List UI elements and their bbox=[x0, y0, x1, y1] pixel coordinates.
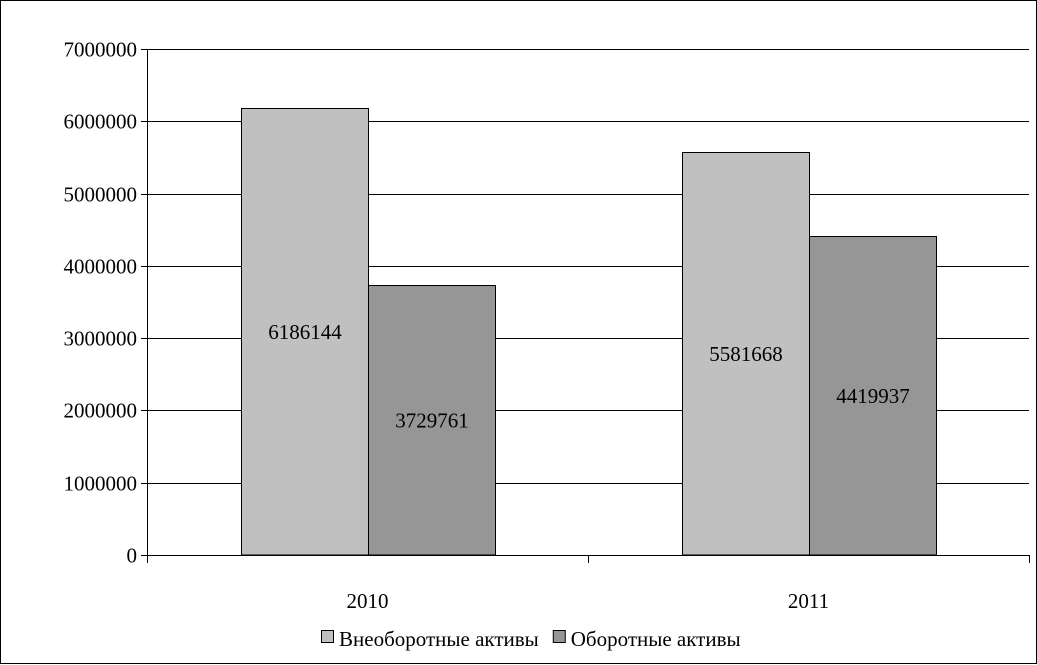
legend-swatch bbox=[552, 630, 566, 643]
y-tick-label: 3000000 bbox=[64, 327, 138, 351]
y-tick-label: 2000000 bbox=[64, 399, 138, 423]
y-tick-label: 7000000 bbox=[64, 38, 138, 62]
legend-label: Оборотные активы bbox=[571, 627, 741, 651]
x-category-label: 2010 bbox=[347, 589, 389, 613]
y-tick-label: 5000000 bbox=[64, 183, 138, 207]
data-label: 4419937 bbox=[836, 384, 910, 408]
y-tick-label: 4000000 bbox=[64, 255, 138, 279]
y-tick-label: 1000000 bbox=[64, 472, 138, 496]
data-label: 6186144 bbox=[268, 320, 342, 344]
y-tick-label: 6000000 bbox=[64, 110, 138, 134]
data-label: 5581668 bbox=[709, 342, 783, 366]
bar-current-2011 bbox=[809, 236, 937, 556]
legend-swatch bbox=[321, 630, 334, 643]
bar-noncurrent-2010 bbox=[241, 108, 369, 556]
x-category-label: 2011 bbox=[788, 589, 829, 613]
legend-label: Внеоборотные активы bbox=[339, 627, 539, 651]
y-tick-label: 0 bbox=[127, 544, 138, 568]
bar-noncurrent-2011 bbox=[682, 152, 810, 556]
data-label: 3729761 bbox=[395, 408, 469, 432]
bar-current-2010 bbox=[368, 285, 496, 556]
